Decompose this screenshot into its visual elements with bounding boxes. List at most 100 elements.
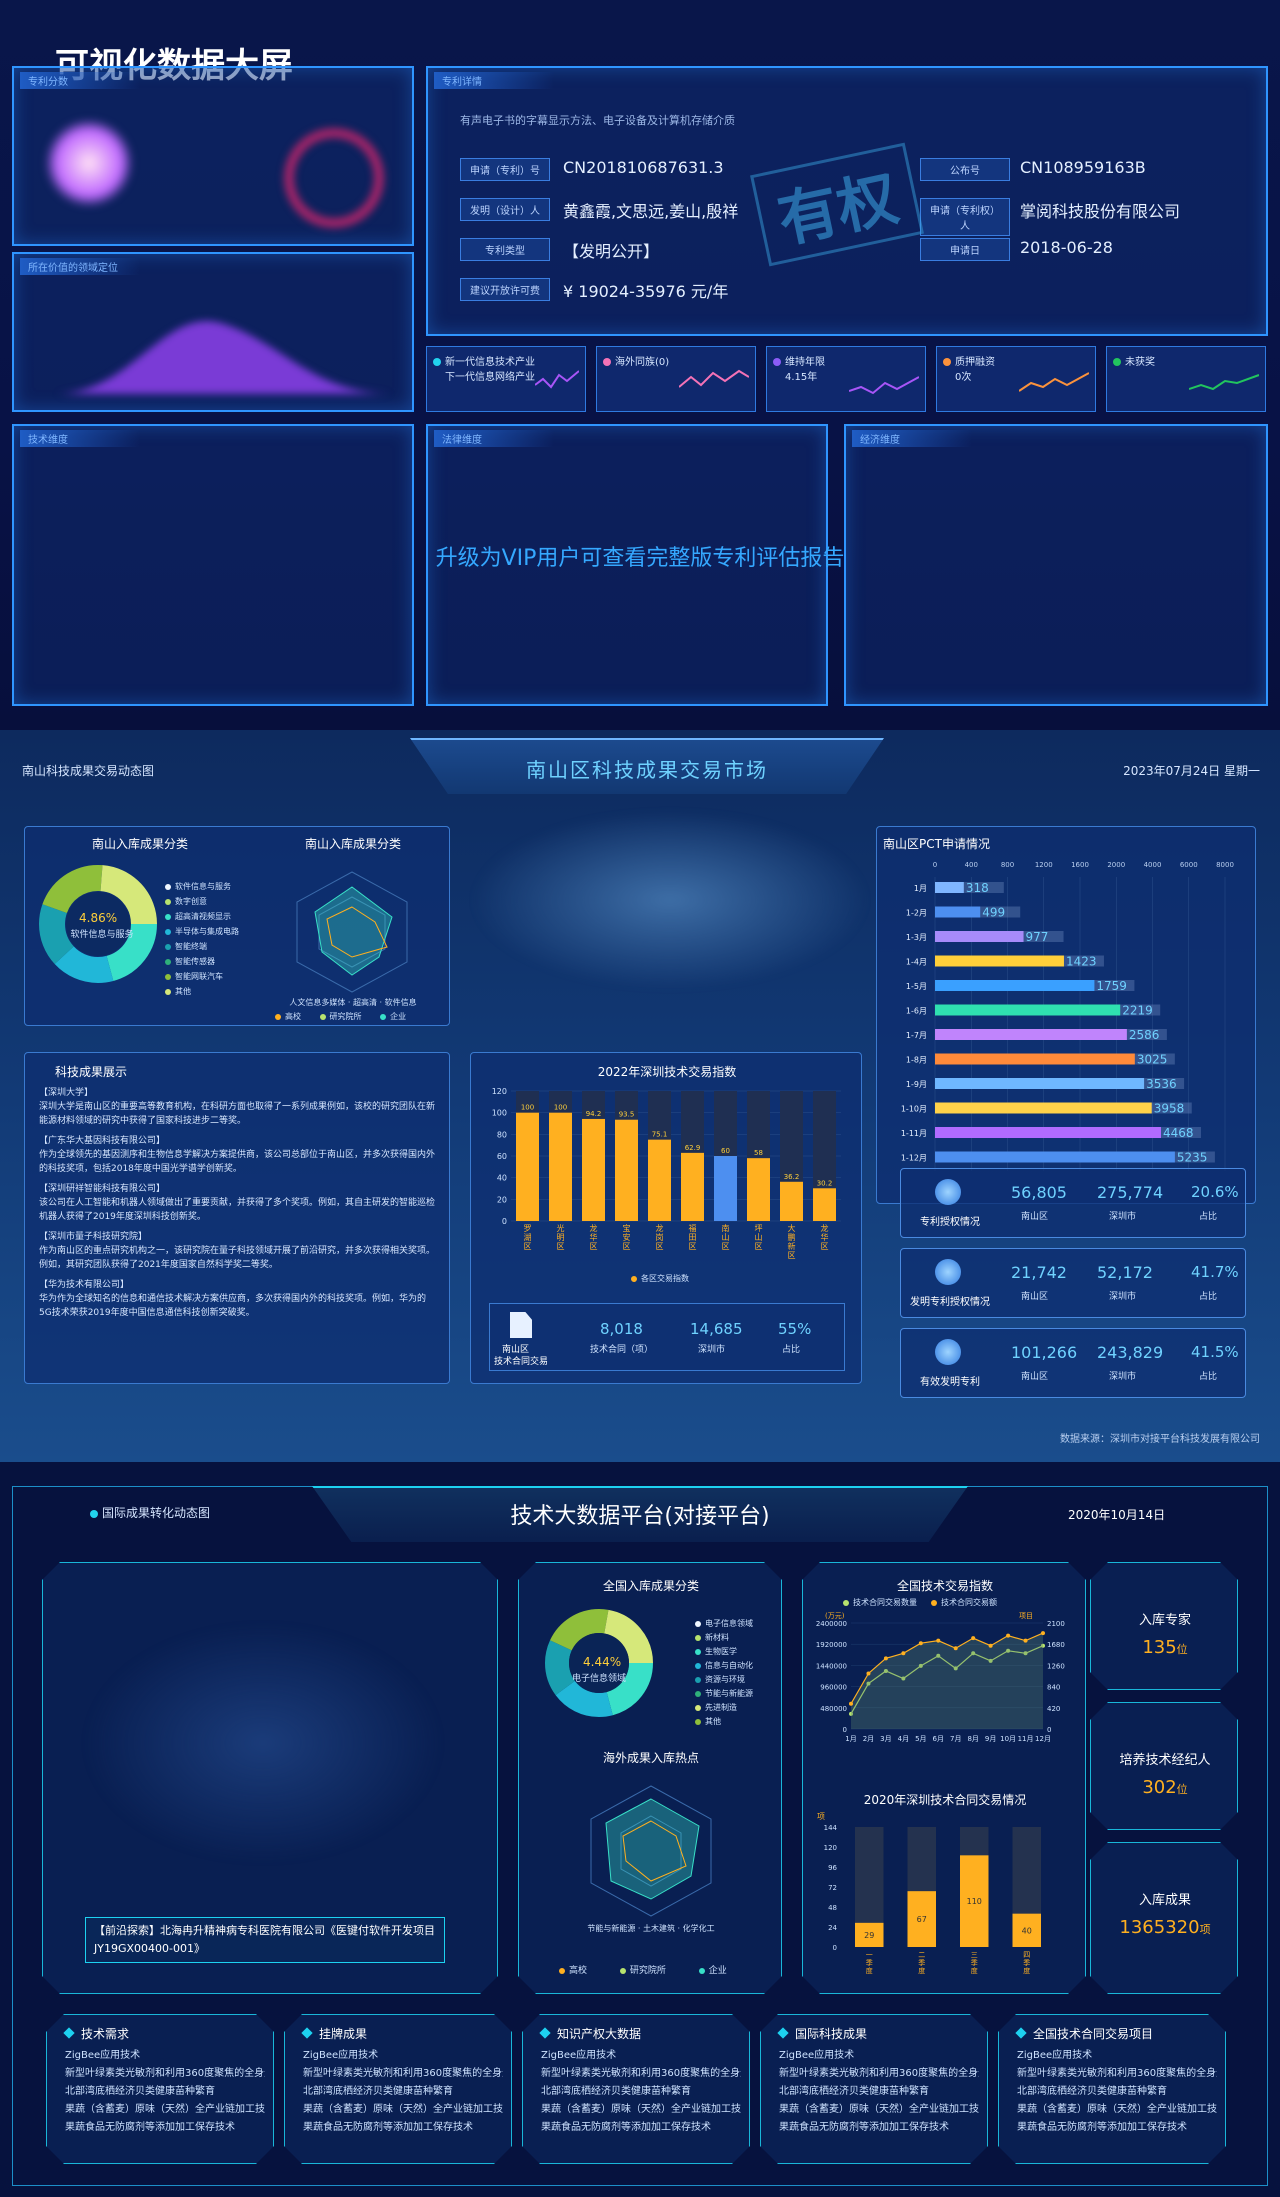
- list-item[interactable]: 新型叶绿素类光敏剂和利用360度聚焦的全身光: [779, 2068, 979, 2079]
- list-item[interactable]: 果蔬（含蓄麦）原味（天然）全产业链加工技术: [303, 2104, 503, 2115]
- legend-item: 软件信息与服务: [165, 879, 239, 894]
- list-item[interactable]: 北部湾底栖经济贝类健康苗种繁育: [779, 2086, 929, 2097]
- radar-axis-labels: 节能与新能源 · 土木建筑 · 化学化工: [587, 1924, 715, 1933]
- list-item[interactable]: 果蔬食品无防腐剂等添加加工保存技术: [303, 2122, 473, 2133]
- diamond-icon: [777, 2027, 788, 2038]
- bar: [935, 931, 1024, 942]
- sparkline-icon: [1189, 374, 1259, 391]
- header-title-frame: [410, 738, 884, 794]
- data-point: [971, 1651, 975, 1655]
- panel-tag: 专利详情: [434, 72, 554, 89]
- achievement-heading: 【深圳大学】: [39, 1088, 94, 1098]
- vip-upgrade-link[interactable]: 升级为VIP用户可查看完整版专利评估报告: [435, 546, 845, 571]
- panel-tag: 技术维度: [20, 430, 140, 447]
- list-item[interactable]: 果蔬食品无防腐剂等添加加工保存技术: [1017, 2122, 1187, 2133]
- x-tick-label: 0: [933, 861, 937, 869]
- y-tick-label: 960000: [820, 1684, 847, 1692]
- legend-item: 生物医学: [695, 1645, 753, 1659]
- list-item[interactable]: 新型叶绿素类光敏剂和利用360度聚焦的全身光: [65, 2068, 265, 2079]
- bar-value-label: 75.1: [652, 1131, 668, 1139]
- data-point: [954, 1666, 958, 1670]
- chip-industry: 新一代信息技术产业 下一代信息网络产业: [426, 346, 586, 412]
- bottom-card[interactable]: 全国技术合同交易项目 ZigBee应用技术 新型叶绿素类光敏剂和利用360度聚焦的全…: [998, 2014, 1226, 2164]
- x-tick-label: 10月: [1000, 1735, 1016, 1743]
- x-tick-label: 一季度: [866, 1951, 873, 1975]
- bar-value-label: 3958: [1154, 1102, 1185, 1116]
- list-item[interactable]: ZigBee应用技术: [541, 2050, 617, 2061]
- x-tick-label: 大鹏新区: [788, 1223, 796, 1260]
- list-item[interactable]: ZigBee应用技术: [303, 2050, 379, 2061]
- y-tick-label-right: 1680: [1047, 1641, 1065, 1649]
- list-item[interactable]: 果蔬（含蓄麦）原味（天然）全产业链加工技术: [779, 2104, 979, 2115]
- list-item[interactable]: 新型叶绿素类光敏剂和利用360度聚焦的全身光: [1017, 2068, 1217, 2079]
- y-tick-label: 40: [497, 1174, 507, 1183]
- status-stamp: 有权: [750, 142, 924, 267]
- list-item[interactable]: 北部湾底栖经济贝类健康苗种繁育: [1017, 2086, 1167, 2097]
- page-title: 南山区科技成果交易市场: [526, 758, 768, 782]
- label-app-no: 申请（专利）号: [460, 158, 550, 181]
- contract-label-2: 技术合同交易: [494, 1357, 549, 1367]
- list-item[interactable]: 果蔬食品无防腐剂等添加加工保存技术: [779, 2122, 949, 2133]
- x-tick-label: 5月: [915, 1735, 926, 1743]
- stat-value-b: 275,774: [1097, 1183, 1164, 1202]
- y-tick-label: 1-3月: [906, 933, 927, 942]
- list-item[interactable]: ZigBee应用技术: [65, 2050, 141, 2061]
- y-tick-label: 1-6月: [906, 1007, 927, 1016]
- stat-box: 专利授权情况 56,805 南山区 275,774 深圳市 20.6% 占比: [900, 1168, 1246, 1238]
- value-license-fee: ¥ 19024-35976 元/年: [563, 282, 729, 301]
- bottom-card[interactable]: 挂牌成果 ZigBee应用技术 新型叶绿素类光敏剂和利用360度聚焦的全身光 北部湾底…: [284, 2014, 512, 2164]
- x-tick-label: 宝安区: [623, 1223, 631, 1251]
- header-title-frame: [312, 1486, 968, 1542]
- panel-value-domain: 所在价值的领域定位: [12, 252, 414, 412]
- list-item[interactable]: 北部湾底栖经济贝类健康苗种繁育: [303, 2086, 453, 2097]
- sparkline-icon: [535, 370, 579, 389]
- list-item[interactable]: 果蔬食品无防腐剂等添加加工保存技术: [65, 2122, 235, 2133]
- chip-sub: 下一代信息网络产业: [445, 372, 535, 383]
- data-point: [1024, 1639, 1028, 1643]
- contract-value-3: 55%: [778, 1320, 812, 1338]
- x-tick-label: 四季度: [1023, 1951, 1030, 1975]
- achievement-heading: 【深圳研祥智能科技有限公司】: [39, 1184, 166, 1194]
- data-point: [849, 1702, 853, 1706]
- quarter-bar-chart: 0 24 48 72 96 120 144 29 一季度 67 二季度 110 三季度 40 四季度: [807, 1821, 1083, 1989]
- bar-value-label: 100: [554, 1104, 567, 1112]
- data-point: [1041, 1644, 1045, 1648]
- score-visual: [44, 118, 134, 208]
- donut-caption: 软件信息与服务: [70, 930, 134, 940]
- data-point: [1024, 1651, 1028, 1655]
- list-item[interactable]: 果蔬（含蓄麦）原味（天然）全产业链加工技术: [541, 2104, 741, 2115]
- stat-icon: [935, 1259, 961, 1285]
- bar: [935, 980, 1095, 991]
- radar-legend: 高校 研究院所 企业: [559, 1963, 727, 1976]
- bottom-card[interactable]: 知识产权大数据 ZigBee应用技术新型叶绿素类光敏剂和利用360度聚焦的全身光北…: [522, 2014, 750, 2164]
- list-item[interactable]: 北部湾底栖经济贝类健康苗种繁育: [65, 2086, 215, 2097]
- y-tick-label: 1-12月: [901, 1154, 927, 1163]
- card-title: 知识产权大数据: [557, 2027, 642, 2041]
- stat-value-a: 101,266: [1011, 1343, 1078, 1362]
- bar: [681, 1152, 704, 1221]
- bar: [615, 1119, 638, 1221]
- value-app-no: CN201810687631.3: [563, 158, 724, 177]
- list-item[interactable]: 果蔬（含蓄麦）原味（天然）全产业链加工技术: [65, 2104, 265, 2115]
- panel-bar-index: 2022年深圳技术交易指数 0 20 40 60 80 100 120 100 罗湖区 100 光明…: [470, 1052, 862, 1384]
- list-item[interactable]: ZigBee应用技术: [1017, 2050, 1093, 2061]
- list-item[interactable]: 新型叶绿素类光敏剂和利用360度聚焦的全身光: [541, 2068, 741, 2079]
- list-item[interactable]: 北部湾底栖经济贝类健康苗种繁育: [541, 2086, 691, 2097]
- kpi-unit: 位: [1176, 1783, 1188, 1796]
- bottom-card[interactable]: 技术需求 ZigBee应用技术 新型叶绿素类光敏剂和利用360度聚焦的全身光 北部湾底…: [46, 2014, 274, 2164]
- list-item[interactable]: 新型叶绿素类光敏剂和利用360度聚焦的全身光: [303, 2068, 503, 2079]
- bottom-card[interactable]: 国际科技成果 ZigBee应用技术 新型叶绿素类光敏剂和利用360度聚焦的全身光 北部…: [760, 2014, 988, 2164]
- contract-label-1: 南山区: [502, 1345, 530, 1355]
- x-tick-label: 6月: [933, 1735, 944, 1743]
- radar-chart: [581, 1781, 721, 1921]
- list-item[interactable]: ZigBee应用技术: [779, 2050, 855, 2061]
- legend-item: 先进制造: [695, 1701, 753, 1715]
- x-tick-label: 6000: [1180, 861, 1198, 869]
- list-item[interactable]: 果蔬食品无防腐剂等添加加工保存技术: [541, 2122, 711, 2133]
- list-item[interactable]: 果蔬（含蓄麦）原味（天然）全产业链加工技术: [1017, 2104, 1217, 2115]
- legend-item: 超高清视频显示: [165, 909, 239, 924]
- data-point: [901, 1651, 905, 1655]
- bar: [935, 955, 1064, 967]
- chip-label: 海外同族(0): [615, 357, 670, 368]
- value-app-date: 2018-06-28: [1020, 238, 1113, 257]
